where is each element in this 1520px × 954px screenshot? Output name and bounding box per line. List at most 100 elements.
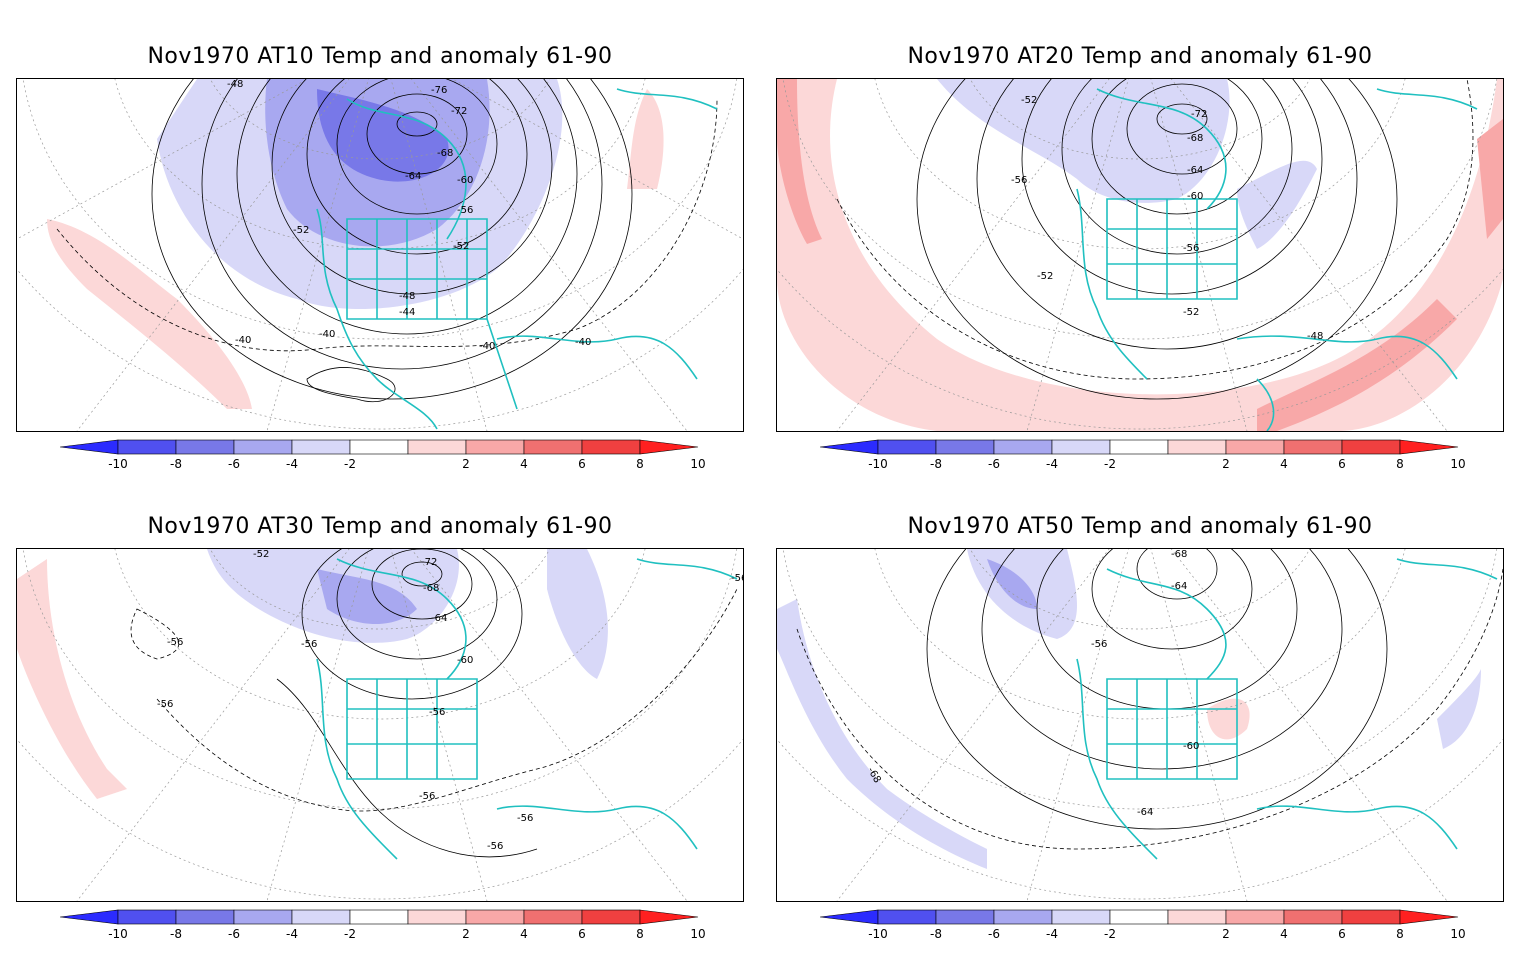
- colorbar-segment: [581, 909, 641, 925]
- panel-at10: Nov1970 AT10 Temp and anomaly 61-90: [16, 44, 744, 484]
- colorbar-svg: -10 -8 -6 -4 -2 2 4 6 8 10: [820, 909, 1466, 941]
- map-at50: -68 -64 -56 -60 -64 -68: [776, 548, 1504, 902]
- colorbar-svg: -10 -8 -6 -4 -2 2 4 6 8 10: [60, 909, 706, 941]
- panel-title: Nov1970 AT30 Temp and anomaly 61-90: [147, 514, 613, 539]
- contour-label: -64: [1187, 165, 1203, 176]
- colorbar-segment: [1341, 439, 1401, 455]
- contour-label: -72: [451, 106, 467, 117]
- colorbar-segment: [233, 439, 293, 455]
- colorbar-segment: [1051, 909, 1111, 925]
- colorbar: -10 -8 -6 -4 -2 2 4 6 8 10: [820, 908, 1466, 948]
- colorbar-tick-label: -10: [108, 927, 128, 941]
- contour-label: -72: [1191, 109, 1207, 120]
- panel-title: Nov1970 AT10 Temp and anomaly 61-90: [147, 44, 613, 69]
- colorbar-segment: [465, 439, 525, 455]
- colorbar-tick-label: -2: [344, 457, 356, 471]
- colorbar-segment: [935, 909, 995, 925]
- contour-label: -44: [399, 307, 415, 318]
- colorbar-tick-label: -4: [1046, 457, 1058, 471]
- colorbar-svg: -10 -8 -6 -4 -2 2 4 6 8 10: [60, 439, 706, 471]
- colorbar-tick-label: -4: [1046, 927, 1058, 941]
- contour-label: -56: [157, 699, 173, 710]
- colorbar-segment: [1167, 439, 1227, 455]
- colorbar-tick-label: 10: [1450, 457, 1465, 471]
- colorbar-tick-label: 8: [1396, 457, 1404, 471]
- colorbar-segment: [465, 909, 525, 925]
- colorbar-tick-label: -2: [1104, 927, 1116, 941]
- colorbar-tick-label: 10: [690, 927, 705, 941]
- colorbar-segment: [175, 909, 235, 925]
- contour-label: -72: [421, 557, 437, 568]
- colorbar-arrow-left: [60, 909, 119, 925]
- contour-label: -48: [227, 79, 243, 90]
- colorbar-arrow-left: [820, 439, 879, 455]
- colorbar-segment: [175, 439, 235, 455]
- colorbar-tick-label: -6: [988, 457, 1000, 471]
- colorbar-tick-label: -6: [228, 927, 240, 941]
- colorbar-tick-label: 8: [1396, 927, 1404, 941]
- colorbar-segment: [117, 909, 177, 925]
- colorbar-segment: [1109, 909, 1169, 925]
- colorbar-segment: [291, 439, 351, 455]
- colorbar-segment: [407, 909, 467, 925]
- contour-label: -56: [517, 813, 533, 824]
- colorbar-tick-label: -2: [1104, 457, 1116, 471]
- colorbar-arrow-left: [60, 439, 119, 455]
- colorbar-arrow-right: [1399, 439, 1459, 455]
- contour-label: -60: [1183, 741, 1199, 752]
- contour-label: -64: [431, 613, 447, 624]
- colorbar-tick-label: -8: [170, 927, 182, 941]
- colorbar-arrow-left: [820, 909, 879, 925]
- colorbar: -10 -8 -6 -4 -2 2 4 6 8 10: [820, 438, 1466, 478]
- contour-label: -68: [1171, 549, 1187, 560]
- colorbar-tick-label: -10: [868, 457, 888, 471]
- map-at10-svg: -48 -76 -72 -68 -64 -60 -56 -52 -52 -48 …: [17, 79, 743, 431]
- colorbar-tick-label: -8: [930, 457, 942, 471]
- colorbar-segment: [877, 909, 937, 925]
- colorbar-segment: [1225, 439, 1285, 455]
- colorbar-tick-label: 6: [578, 457, 586, 471]
- map-at50-svg: -68 -64 -56 -60 -64 -68: [777, 549, 1503, 901]
- map-at30: -52 -72 -68 -64 -60 -56 -56 -56 -56 -56 …: [16, 548, 744, 902]
- panel-title: Nov1970 AT20 Temp and anomaly 61-90: [907, 44, 1373, 69]
- contour-label: -52: [453, 241, 469, 252]
- colorbar-tick-label: 8: [636, 927, 644, 941]
- colorbar-segment: [1051, 439, 1111, 455]
- contour-label: -52: [253, 549, 269, 560]
- colorbar-segment: [407, 439, 467, 455]
- colorbar-tick-label: 4: [1280, 457, 1288, 471]
- contour-label: -56: [1011, 175, 1027, 186]
- colorbar-tick-label: -4: [286, 927, 298, 941]
- contour-label: -52: [1021, 95, 1037, 106]
- contour-label: -56: [419, 791, 435, 802]
- colorbar-tick-label: 4: [520, 927, 528, 941]
- colorbar-tick-label: 6: [1338, 927, 1346, 941]
- colorbar: -10 -8 -6 -4 -2 2 4 6 8 10: [60, 908, 706, 948]
- colorbar-tick-label: 4: [1280, 927, 1288, 941]
- colorbar-arrow-right: [639, 909, 699, 925]
- colorbar-segment: [233, 909, 293, 925]
- colorbar-tick-label: -8: [170, 457, 182, 471]
- contour-label: -68: [423, 583, 439, 594]
- colorbar-svg: -10 -8 -6 -4 -2 2 4 6 8 10: [820, 439, 1466, 471]
- colorbar-segment: [349, 439, 409, 455]
- colorbar-segment: [1341, 909, 1401, 925]
- colorbar-segment: [1283, 909, 1343, 925]
- colorbar-tick-label: 2: [462, 927, 470, 941]
- colorbar-tick-label: -8: [930, 927, 942, 941]
- contour-label: -60: [457, 655, 473, 666]
- contour-label: -76: [431, 85, 447, 96]
- colorbar-tick-label: 8: [636, 457, 644, 471]
- panel-at30: Nov1970 AT30 Temp and anomaly 61-90: [16, 514, 744, 954]
- contour-label: -56: [301, 639, 317, 650]
- contour-label: -40: [479, 341, 495, 352]
- contour-label: -60: [1187, 191, 1203, 202]
- colorbar-tick-label: 6: [1338, 457, 1346, 471]
- contour-label: -52: [1183, 307, 1199, 318]
- contour-label: -56: [487, 841, 503, 852]
- panel-at20: Nov1970 AT20 Temp and anomaly 61-90: [776, 44, 1504, 484]
- colorbar-arrow-right: [639, 439, 699, 455]
- contour-label: -56: [1091, 639, 1107, 650]
- colorbar-segment: [523, 439, 583, 455]
- colorbar-segment: [581, 439, 641, 455]
